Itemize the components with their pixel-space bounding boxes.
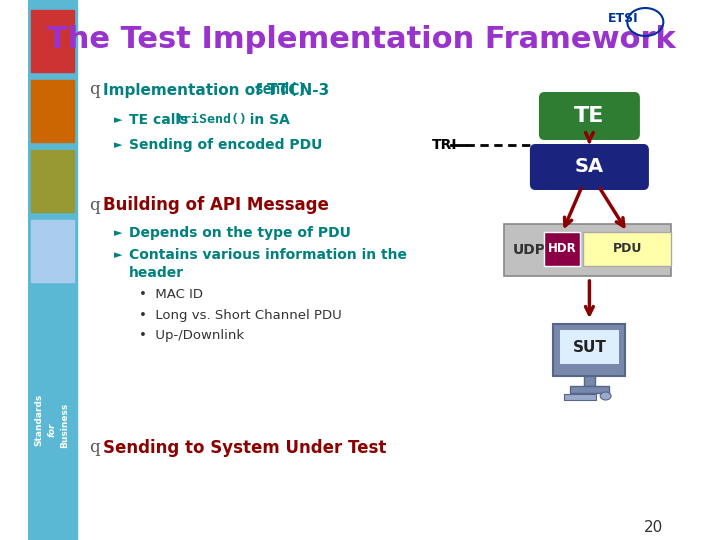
Text: Business: Business [60,402,69,448]
Bar [559,330,619,364]
Bar [27,0,77,540]
Text: Depends on the type of PDU: Depends on the type of PDU [129,226,351,240]
Bar [31,10,73,72]
Text: Sending to System Under Test: Sending to System Under Test [104,439,387,457]
Text: SA: SA [575,158,604,177]
Bar [570,386,609,393]
Text: UDP: UDP [513,243,546,257]
Text: The Test Implementation Framework: The Test Implementation Framework [47,25,675,55]
Text: 20: 20 [644,521,663,536]
Text: Sending of encoded PDU: Sending of encoded PDU [129,138,322,152]
Text: Implementation of TTCN-3: Implementation of TTCN-3 [104,83,335,98]
Text: PDU: PDU [613,242,642,255]
Text: TE calls: TE calls [129,113,193,127]
Text: •  Up-/Downlink: • Up-/Downlink [140,328,245,341]
Text: ►: ► [114,250,122,260]
Text: SUT: SUT [572,340,606,354]
Ellipse shape [600,392,611,400]
Text: Standards: Standards [35,394,44,446]
Bar [583,232,672,266]
Text: Building of API Message: Building of API Message [104,196,329,214]
Bar [31,80,73,142]
Text: ►: ► [114,140,122,150]
Text: q: q [89,440,99,456]
Bar [31,220,73,282]
Bar [584,376,595,386]
Bar [554,324,626,376]
Bar [564,394,595,400]
Text: triSend(): triSend() [176,113,248,126]
Bar [544,232,580,266]
Text: send(): send() [255,83,307,98]
Bar [504,224,670,276]
Text: •  Long vs. Short Channel PDU: • Long vs. Short Channel PDU [140,308,342,321]
Text: ETSI: ETSI [608,11,638,24]
Text: TRI: TRI [431,138,457,152]
Text: for: for [48,423,56,437]
Text: •  MAC ID: • MAC ID [140,288,204,301]
Text: ►: ► [114,115,122,125]
Text: header: header [129,266,184,280]
Text: HDR: HDR [548,242,577,255]
Text: TE: TE [575,106,605,126]
FancyBboxPatch shape [530,144,649,190]
Text: ►: ► [114,228,122,238]
Text: Contains various information in the: Contains various information in the [129,248,407,262]
Text: q: q [89,197,99,213]
FancyBboxPatch shape [539,92,640,140]
Text: in SA: in SA [240,113,290,127]
Bar [31,150,73,212]
Text: q: q [89,82,99,98]
